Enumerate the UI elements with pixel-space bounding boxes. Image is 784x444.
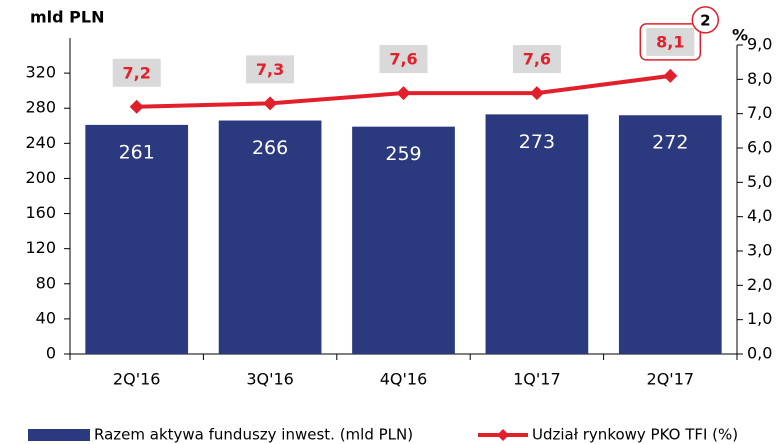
x-tick-label: 3Q'16: [246, 370, 294, 389]
bar-value-label: 272: [652, 132, 688, 154]
value-label-box: [512, 45, 561, 74]
y2-tick-label: 5,0: [747, 172, 772, 191]
y-tick-label: 200: [25, 168, 56, 187]
y-tick-label: 120: [25, 238, 56, 257]
x-tick-label: 1Q'17: [513, 370, 561, 389]
legend-label: Udział rynkowy PKO TFI (%): [532, 426, 738, 444]
line-marker: [396, 86, 411, 101]
bar-value-label: 261: [119, 141, 155, 163]
value-label-box: [246, 55, 295, 84]
legend-swatch: [28, 429, 90, 441]
legend-label: Razem aktywa funduszy inwest. (mld PLN): [94, 426, 413, 444]
bar: [618, 115, 722, 354]
annotation-circle: [691, 6, 720, 34]
y2-tick-label: 0,0: [747, 344, 772, 363]
y2-tick-label: 8,0: [747, 69, 772, 88]
y2-axis-label: %: [732, 26, 748, 45]
line-value-label: 7,3: [256, 60, 284, 79]
legend-marker: [497, 429, 509, 441]
y-tick-label: 80: [36, 273, 56, 292]
y-axis-label: mld PLN: [30, 8, 105, 27]
y2-tick-label: 6,0: [747, 138, 772, 157]
y2-tick-label: 4,0: [747, 206, 772, 225]
line-value-label: 7,6: [523, 50, 551, 69]
y-tick-label: 0: [46, 344, 56, 363]
line-value-label: 8,1: [656, 32, 684, 51]
y-tick-label: 320: [25, 63, 56, 82]
line-marker: [529, 86, 544, 101]
bar: [352, 126, 455, 355]
bar: [485, 114, 589, 354]
y2-tick-label: 9,0: [747, 35, 772, 54]
value-label-box: [112, 58, 161, 87]
value-label-box: [379, 45, 428, 74]
y2-tick-label: 7,0: [747, 103, 772, 122]
bar-value-label: 266: [252, 137, 288, 159]
line-value-label: 7,6: [389, 50, 417, 69]
line-value-label: 7,2: [123, 63, 151, 82]
line-marker: [263, 96, 278, 111]
highlight-box: [639, 23, 702, 61]
y-tick-label: 160: [25, 203, 56, 222]
y-tick-label: 40: [36, 308, 56, 327]
y-tick-label: 280: [25, 98, 56, 117]
x-tick-label: 2Q'17: [647, 370, 695, 389]
x-tick-label: 4Q'16: [380, 370, 428, 389]
value-label-box: [646, 27, 695, 56]
y-tick-label: 240: [25, 133, 56, 152]
line-marker: [663, 68, 678, 83]
y2-tick-label: 1,0: [747, 309, 772, 328]
bar: [85, 124, 189, 355]
bar-value-label: 259: [385, 143, 421, 165]
bar-value-label: 273: [519, 131, 555, 153]
bar: [218, 120, 322, 354]
x-tick-label: 2Q'16: [113, 370, 161, 389]
y2-tick-label: 2,0: [747, 275, 772, 294]
annotation: 2: [700, 11, 710, 29]
y2-tick-label: 3,0: [747, 241, 772, 260]
line-marker: [129, 99, 144, 114]
